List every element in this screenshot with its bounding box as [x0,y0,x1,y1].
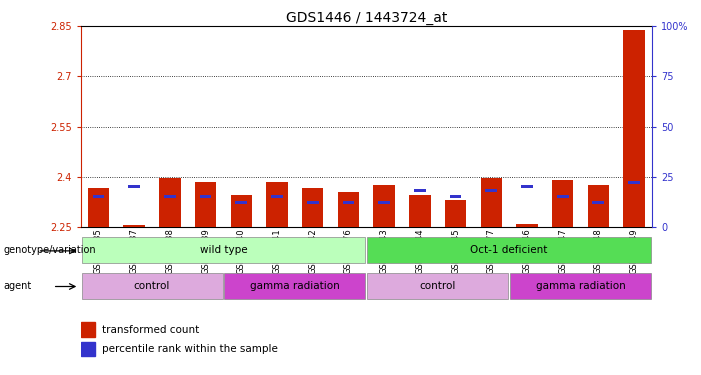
Bar [93,195,104,198]
Text: gamma radiation: gamma radiation [536,281,625,291]
Bar [164,195,176,198]
Bar [367,237,651,263]
Bar [159,178,181,227]
Bar [481,178,502,227]
Bar [592,201,604,204]
Text: control: control [134,281,170,291]
Bar [557,195,569,198]
Bar [88,188,109,227]
Bar [81,237,365,263]
Bar [449,195,461,198]
Bar [552,180,573,227]
Text: control: control [419,281,456,291]
Bar [81,273,222,299]
Text: transformed count: transformed count [102,325,199,334]
Text: genotype/variation: genotype/variation [4,245,96,255]
Text: Oct-1 deficient: Oct-1 deficient [470,245,547,255]
Bar [485,189,497,192]
Bar [224,273,365,299]
Bar [195,182,217,227]
Bar [302,188,323,227]
Bar [128,185,140,188]
Bar [200,195,212,198]
Bar [623,30,645,227]
Bar [516,224,538,227]
Text: percentile rank within the sample: percentile rank within the sample [102,344,278,354]
Text: agent: agent [4,281,32,291]
Bar [445,200,466,227]
Bar [587,185,609,227]
Bar [271,195,283,198]
Bar [231,195,252,227]
Title: GDS1446 / 1443724_at: GDS1446 / 1443724_at [285,11,447,25]
Bar [338,192,359,227]
Bar [343,201,354,204]
Bar [123,225,145,227]
Bar [307,201,318,204]
Bar [374,185,395,227]
Bar [379,201,390,204]
Text: gamma radiation: gamma radiation [250,281,340,291]
Bar [409,195,430,227]
Bar [414,189,426,192]
Bar [367,273,508,299]
Bar [81,342,95,356]
Bar [628,181,640,184]
Bar [236,201,247,204]
Bar [266,182,287,227]
Bar [521,185,533,188]
Bar [81,322,95,337]
Text: wild type: wild type [200,245,247,255]
Bar [510,273,651,299]
